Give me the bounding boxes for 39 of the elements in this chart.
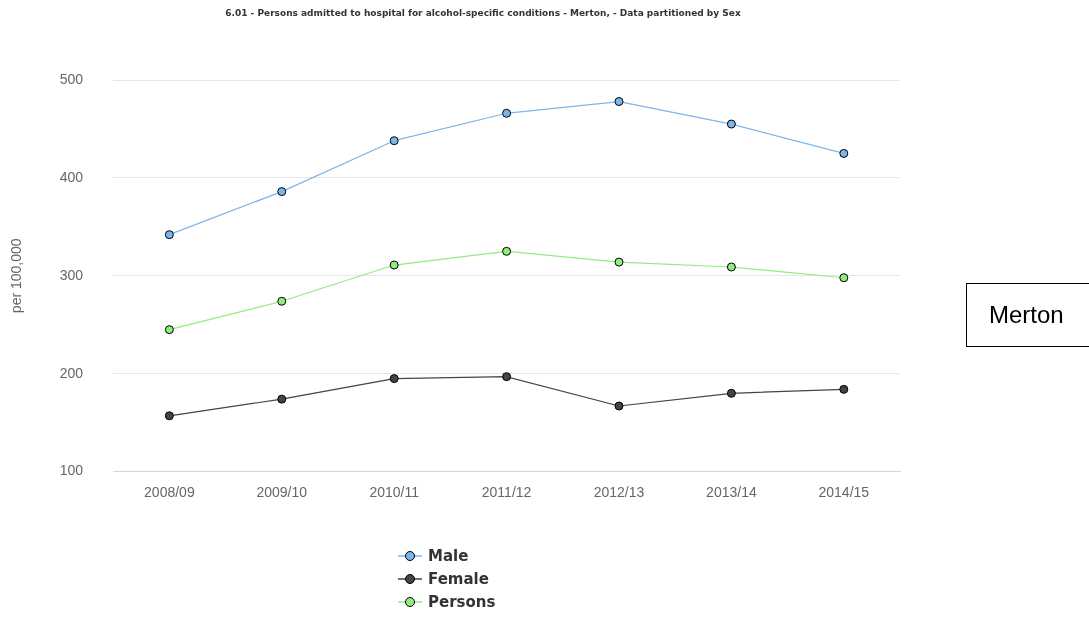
point xyxy=(614,257,624,267)
point xyxy=(389,260,399,270)
point xyxy=(502,108,512,118)
point xyxy=(502,372,512,382)
point xyxy=(164,230,174,240)
point xyxy=(389,136,399,146)
legend-label: Male xyxy=(428,546,469,565)
legend-label: Female xyxy=(428,569,489,588)
x-tick-label: 2008/09 xyxy=(144,483,195,500)
y-axis-title: per 100,000 xyxy=(8,238,25,314)
y-tick-label: 400 xyxy=(59,168,84,185)
x-tick-label: 2009/10 xyxy=(256,483,308,500)
point xyxy=(726,388,736,398)
point xyxy=(839,148,849,158)
point xyxy=(277,394,287,404)
y-tick-label: 300 xyxy=(59,266,84,283)
point xyxy=(614,97,624,107)
point xyxy=(614,401,624,411)
x-tick-label: 2013/14 xyxy=(706,483,757,500)
x-tick-label: 2014/15 xyxy=(818,483,870,500)
point xyxy=(726,262,736,272)
point xyxy=(277,296,287,306)
point xyxy=(389,374,399,384)
point xyxy=(839,384,849,394)
point xyxy=(502,246,512,256)
point xyxy=(726,119,736,129)
y-tick-label: 100 xyxy=(59,462,84,479)
x-tick-label: 2011/12 xyxy=(481,483,532,500)
text: Merton xyxy=(966,283,1089,347)
point xyxy=(164,411,174,421)
y-tick-label: 500 xyxy=(59,70,84,87)
point xyxy=(277,187,287,197)
y-tick-label: 200 xyxy=(59,364,84,381)
point xyxy=(839,273,849,283)
x-tick-label: 2010/11 xyxy=(369,483,420,500)
chart-title: 6.01 - Persons admitted to hospital for alcohol-specific conditions - Merton, - Data partitioned by Sex xyxy=(224,8,742,18)
x-tick-label: 2012/13 xyxy=(593,483,645,500)
point xyxy=(164,325,174,335)
legend-label: Persons xyxy=(428,592,496,611)
